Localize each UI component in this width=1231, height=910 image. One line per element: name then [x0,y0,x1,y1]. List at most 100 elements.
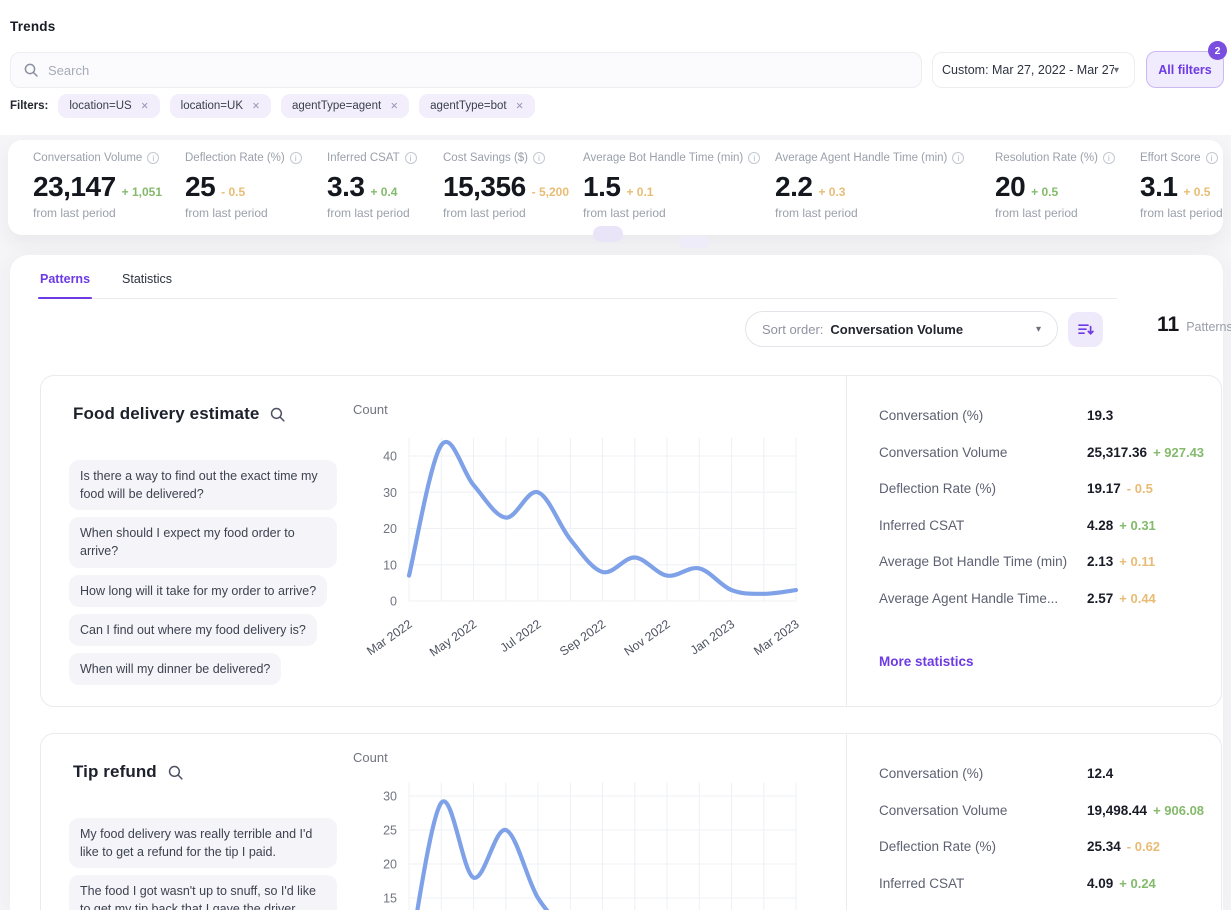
info-icon[interactable] [289,152,302,164]
patterns-count-label: Patterns [1186,320,1231,334]
metrics-scrollbar-track [678,236,710,248]
patterns-count: 11 Patterns [1157,313,1231,337]
more-statistics-link[interactable]: More statistics [879,654,974,669]
stat-value: 4.28 [1087,517,1114,533]
filter-chip-label: location=US [69,100,132,112]
info-icon[interactable] [1102,152,1115,164]
stat-delta: - 0.62 [1126,839,1161,854]
metric-delta: - 0.5 [221,185,246,199]
patterns-count-value: 11 [1157,313,1180,336]
search-box[interactable] [10,52,922,88]
svg-text:25: 25 [383,824,397,838]
metric-cost-savings: Cost Savings ($) 15,356 - 5,200 from last… [443,152,569,220]
metric-label: Average Agent Handle Time (min) [775,152,948,164]
info-icon[interactable] [404,152,417,164]
chip-close-icon[interactable] [390,101,398,112]
sort-descending-icon [1077,323,1094,337]
stat-value: 12.4 [1087,766,1114,781]
stat-delta: + 0.31 [1119,517,1156,533]
metric-inferred-csat: Inferred CSAT 3.3 + 0.4 from last period [327,152,417,220]
chip-close-icon[interactable] [516,101,524,112]
chevron-down-icon [1036,324,1041,335]
tabs: Patterns Statistics [38,272,1117,299]
filter-chip[interactable]: agentType=bot [419,94,535,118]
quote-item: Is there a way to find out the exact tim… [69,460,337,511]
metric-sub-label: from last period [33,206,116,220]
stat-value: 2.57 [1087,590,1114,606]
stat-delta: + 0.11 [1119,554,1156,569]
metric-label: Effort Score [1140,152,1201,164]
stat-delta: + 0.44 [1119,590,1156,606]
info-icon[interactable] [952,152,965,164]
page-title: Trends [10,19,56,34]
stat-value: 25,317.36 [1087,444,1148,460]
info-icon[interactable] [1205,152,1218,164]
metric-label: Conversation Volume [33,152,143,164]
stat-value: 25.34 [1087,839,1121,854]
metric-sub-label: from last period [443,206,526,220]
metric-label: Deflection Rate (%) [185,152,285,164]
filters-count-badge: 2 [1208,41,1227,60]
stat-label: Deflection Rate (%) [879,839,997,854]
search-input[interactable] [48,62,909,78]
chip-close-icon[interactable] [252,101,260,112]
filter-chip[interactable]: location=UK [169,94,271,118]
svg-text:Sep 2022: Sep 2022 [557,617,608,659]
search-pattern-icon[interactable] [269,406,286,423]
info-icon[interactable] [748,152,761,164]
metric-value: 20 [995,171,1026,202]
stat-value: 4.09 [1087,875,1114,891]
tab-statistics[interactable]: Statistics [122,272,173,286]
metric-label: Resolution Rate (%) [995,152,1098,164]
metric-label: Inferred CSAT [327,152,400,164]
top-bar: Trends Custom: Mar 27, 2022 - Mar 27, 20… [0,0,1231,135]
svg-text:30: 30 [383,790,397,804]
search-pattern-icon[interactable] [167,764,184,781]
metric-avg-bot-handle-time: Average Bot Handle Time (min) 1.5 + 0.1 f… [583,152,761,220]
metric-delta: + 0.1 [626,185,654,199]
metric-effort-score: Effort Score 3.1 + 0.5 from last period [1140,152,1223,220]
chip-close-icon[interactable] [141,101,149,112]
metric-value: 3.3 [327,171,365,202]
metric-resolution-rate: Resolution Rate (%) 20 + 0.5 from last pe… [995,152,1115,220]
stat-delta: - 0.5 [1126,481,1153,496]
all-filters-button[interactable]: All filters [1146,51,1224,88]
quote-list: Is there a way to find out the exact tim… [69,460,337,685]
quote-list: My food delivery was really terrible and… [69,818,337,910]
pattern-card-tip-refund: Tip refund My food delivery was really t… [40,733,1222,910]
metric-value: 25 [185,171,216,202]
svg-text:Count: Count [353,750,388,765]
metric-sub-label: from last period [1140,206,1223,220]
stat-value: 2.13 [1087,554,1114,569]
svg-text:20: 20 [383,522,397,536]
patterns-panel: Patterns Statistics Sort order: Conversa… [10,255,1231,910]
sort-direction-button[interactable] [1068,312,1103,347]
pattern-stats: Conversation (%) 12.4 Conversation Volume… [846,734,1223,910]
metric-delta: + 0.5 [1031,185,1059,199]
metric-conversation-volume: Conversation Volume 23,147 + 1,051 from l… [33,152,162,220]
date-range-value: Custom: Mar 27, 2022 - Mar 27, 2023 [942,63,1114,77]
sort-order-label: Sort order: [762,321,824,337]
info-icon[interactable] [533,152,546,164]
date-range-picker[interactable]: Custom: Mar 27, 2022 - Mar 27, 2023 [932,52,1135,88]
metric-delta: + 1,051 [121,185,163,199]
sort-order-select[interactable]: Sort order: Conversation Volume [745,311,1058,347]
metric-label: Cost Savings ($) [443,152,529,164]
quote-item: The food I got wasn't up to snuff, so I'… [69,875,337,910]
active-filters-row: Filters: location=US location=UK agentTy… [10,94,535,118]
quote-item: When should I expect my food order to ar… [69,517,337,568]
stat-value: 19.17 [1087,481,1121,496]
svg-text:Mar 2023: Mar 2023 [751,617,802,658]
pattern-title: Food delivery estimate [73,404,260,423]
metrics-scrollbar-thumb[interactable] [593,226,623,242]
pattern-card-food-delivery-estimate: Food delivery estimate Is there a way to… [40,375,1222,707]
quote-item: When will my dinner be delivered? [69,652,282,685]
svg-text:Jul 2022: Jul 2022 [498,617,544,655]
filter-chip[interactable]: location=US [58,94,160,118]
stat-delta: + 906.08 [1153,802,1205,818]
metric-sub-label: from last period [775,206,858,220]
metric-sub-label: from last period [327,206,410,220]
info-icon[interactable] [147,152,160,164]
filter-chip[interactable]: agentType=agent [280,94,410,118]
tab-patterns[interactable]: Patterns [38,272,93,299]
